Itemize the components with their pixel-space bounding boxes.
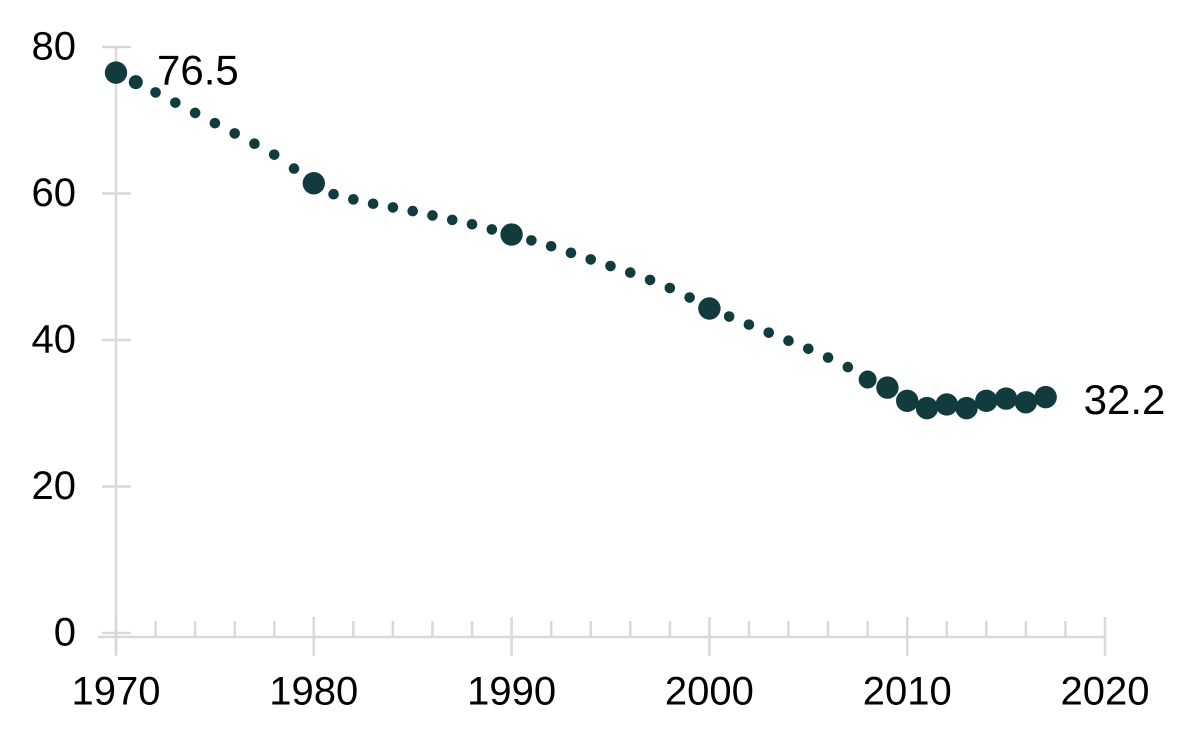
data-point <box>624 267 636 278</box>
data-point <box>500 223 523 246</box>
data-point <box>955 396 978 420</box>
x-tick-label: 1990 <box>467 670 556 714</box>
data-point <box>994 387 1018 410</box>
data-point <box>698 297 721 320</box>
data-point <box>170 97 181 108</box>
data-point <box>367 198 379 210</box>
data-point <box>104 61 128 84</box>
data-point <box>288 163 300 174</box>
data-point <box>858 370 877 389</box>
data-point <box>585 254 597 265</box>
x-tick-label: 1970 <box>72 670 161 714</box>
data-point <box>723 311 735 322</box>
data-point <box>763 327 775 338</box>
data-point <box>876 376 899 399</box>
data-point <box>896 389 919 412</box>
data-point <box>915 396 939 420</box>
data-point <box>268 149 280 160</box>
data-point <box>935 393 958 416</box>
end-value-label: 32.2 <box>1084 376 1166 423</box>
data-point <box>822 352 834 363</box>
data-point <box>128 75 143 90</box>
data-point <box>446 214 458 226</box>
data-point <box>348 194 359 205</box>
data-point <box>407 205 419 217</box>
data-point <box>783 335 794 347</box>
data-point <box>743 319 755 330</box>
x-tick-label: 2000 <box>665 670 754 714</box>
y-tick-label: 60 <box>32 171 77 215</box>
y-tick-label: 80 <box>32 25 77 69</box>
data-point <box>387 202 399 213</box>
start-value-label: 76.5 <box>157 47 239 94</box>
data-point <box>644 274 656 286</box>
data-point <box>229 128 240 139</box>
data-point <box>189 107 201 119</box>
data-point <box>466 218 478 230</box>
x-tick-label: 2010 <box>863 670 952 714</box>
data-point <box>209 117 221 129</box>
x-tick-label: 2020 <box>1061 670 1150 714</box>
data-point <box>803 343 814 355</box>
data-point <box>545 240 557 252</box>
y-tick-label: 40 <box>32 318 77 362</box>
y-tick-label: 20 <box>32 464 77 508</box>
data-point <box>249 138 260 149</box>
data-point <box>684 292 695 303</box>
data-point <box>565 247 577 259</box>
data-point <box>302 172 325 195</box>
data-point <box>1034 385 1057 409</box>
y-tick-label: 0 <box>54 611 76 655</box>
data-point <box>486 224 498 235</box>
data-point <box>150 87 161 98</box>
data-point <box>1014 391 1038 414</box>
data-point <box>526 235 537 246</box>
data-point <box>975 389 998 412</box>
data-point <box>842 361 854 373</box>
data-point <box>328 188 339 200</box>
data-point <box>664 282 676 294</box>
x-tick-label: 1980 <box>269 670 358 714</box>
data-point <box>427 210 438 221</box>
data-point <box>605 260 616 272</box>
